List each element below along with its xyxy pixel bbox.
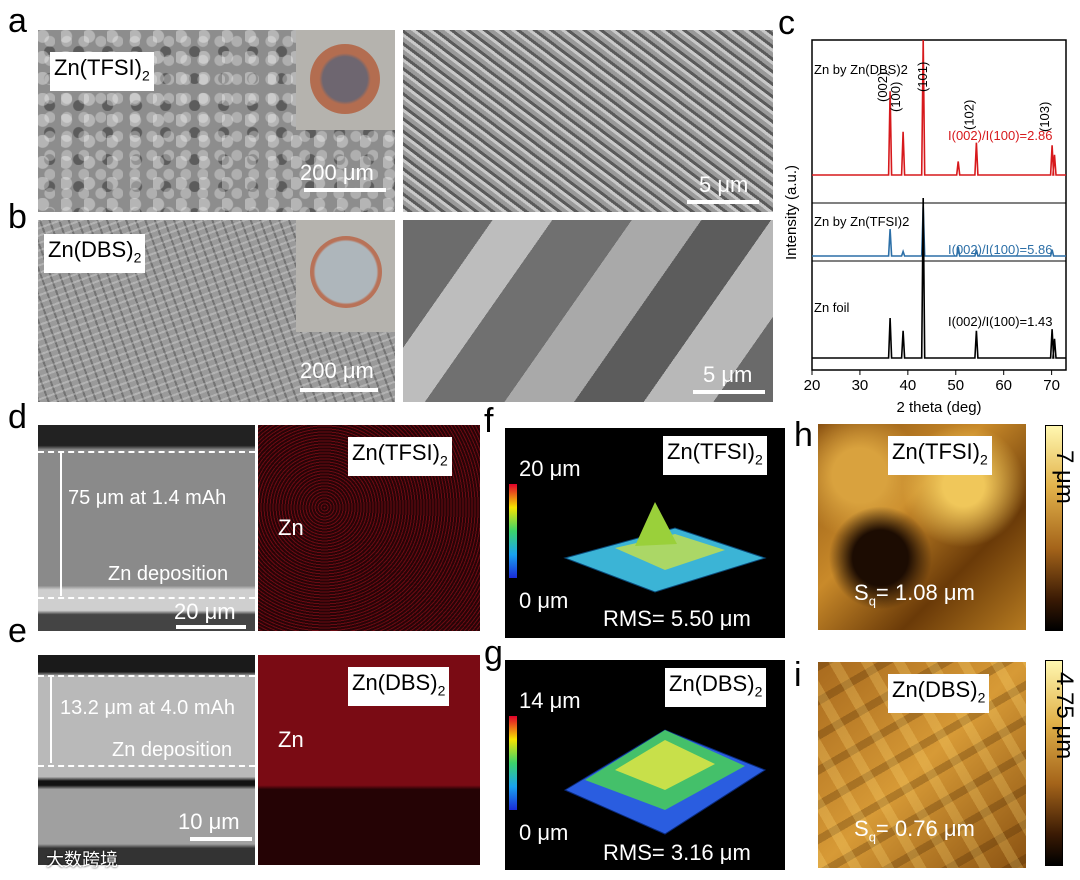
copper-disc-b bbox=[310, 236, 382, 308]
x-tick-label-70: 70 bbox=[1043, 377, 1060, 394]
electrolyte-label-i: Zn(DBS)2 bbox=[888, 674, 990, 714]
deposition-label-d: Zn deposition bbox=[108, 563, 229, 585]
y-axis-label: Intensity (a.u.) bbox=[783, 165, 800, 260]
thickness-arrow-e bbox=[50, 677, 52, 763]
ratio-label-tfsi: I(002)/I(100)=5.86 bbox=[948, 242, 1052, 257]
scale-label-d: 20 μm bbox=[174, 599, 236, 624]
colorbar-h bbox=[1045, 425, 1063, 631]
plot-frame bbox=[811, 39, 1067, 371]
panel-letter-f: f bbox=[484, 402, 494, 440]
deposition-bottom-line-d bbox=[38, 597, 255, 599]
zmax-label-g: 14 μm bbox=[519, 688, 581, 713]
scale-bar-a-low bbox=[304, 188, 386, 192]
zmin-label-g: 0 μm bbox=[519, 820, 569, 845]
colorbar-label-i: 4.75 μm bbox=[1051, 672, 1078, 760]
scale-label-b-low: 200 μm bbox=[300, 358, 374, 383]
x-tick-label-30: 30 bbox=[852, 377, 869, 394]
peak-label-3: (102) bbox=[961, 100, 976, 130]
eds-map-e: Zn(DBS)2 Zn bbox=[258, 655, 480, 865]
thickness-label-e: 13.2 μm at 4.0 mAh bbox=[60, 697, 235, 719]
electrolyte-label-e: Zn(DBS)2 bbox=[348, 667, 450, 707]
panel-letter-b: b bbox=[8, 198, 27, 236]
series-name-foil: Zn foil bbox=[814, 300, 850, 315]
peak-label-4: (103) bbox=[1037, 102, 1052, 132]
thickness-arrow-d bbox=[60, 453, 62, 596]
colorbar-i bbox=[1045, 660, 1063, 866]
sem-image-a-low-mag: Zn(TFSI)2 200 μm bbox=[38, 30, 395, 212]
cross-section-image-e: 13.2 μm at 4.0 mAh Zn deposition 10 μm bbox=[38, 655, 255, 865]
electrolyte-label-g: Zn(DBS)2 bbox=[665, 668, 767, 708]
electrolyte-label-b: Zn(DBS)2 bbox=[44, 234, 146, 274]
afm-image-h: Zn(TFSI)2 Sq= 1.08 μm bbox=[818, 424, 1026, 630]
x-tick-label-20: 20 bbox=[804, 377, 821, 394]
panel-letter-d: d bbox=[8, 398, 27, 436]
x-tick-label-60: 60 bbox=[995, 377, 1012, 394]
scale-bar-e bbox=[190, 837, 252, 841]
ratio-label-dbs: I(002)/I(100)=2.86 bbox=[948, 128, 1052, 143]
x-tick-label-50: 50 bbox=[947, 377, 964, 394]
panel-letter-a: a bbox=[8, 2, 27, 40]
xrd-trace-2 bbox=[812, 197, 1066, 359]
scale-bar-a-high bbox=[687, 200, 759, 204]
series-name-dbs: Zn by Zn(DBS)2 bbox=[814, 62, 908, 77]
scale-label-e: 10 μm bbox=[178, 809, 240, 834]
deposition-top-line-d bbox=[38, 451, 255, 453]
deposition-bottom-line-e bbox=[38, 765, 255, 767]
deposition-label-e: Zn deposition bbox=[112, 739, 233, 761]
scale-label-a-high: 5 μm bbox=[699, 172, 749, 197]
3d-profile-g: Zn(DBS)2 14 μm 0 μm RMS= 3.16 μm bbox=[505, 660, 785, 870]
x-tick-label-40: 40 bbox=[900, 377, 917, 394]
ratio-label-foil: I(002)/I(100)=1.43 bbox=[948, 314, 1052, 329]
rms-label-f: RMS= 5.50 μm bbox=[603, 606, 751, 631]
deposition-top-line-e bbox=[38, 675, 255, 677]
photo-inset-b bbox=[296, 220, 395, 332]
xrd-trace-1 bbox=[812, 206, 1066, 257]
thickness-label-d: 75 μm at 1.4 mAh bbox=[68, 487, 227, 509]
sem-image-a-high-mag: 5 μm bbox=[403, 30, 773, 212]
scale-label-b-high: 5 μm bbox=[703, 362, 753, 387]
electrolyte-label-f: Zn(TFSI)2 bbox=[663, 436, 767, 476]
sem-image-b-high-mag: 5 μm bbox=[403, 220, 773, 402]
height-colorbar-g bbox=[509, 716, 517, 810]
scale-bar-b-high bbox=[693, 390, 765, 394]
xrd-chart: 20 30 40 50 60 70 2 theta (deg) Intensity (a.… bbox=[783, 39, 1067, 416]
element-label-e: Zn bbox=[278, 727, 304, 752]
panel-letter-h: h bbox=[794, 416, 813, 454]
scale-bar-b-low bbox=[300, 388, 378, 392]
element-label-d: Zn bbox=[278, 515, 304, 540]
watermark: 大数跨境 bbox=[46, 850, 118, 870]
electrolyte-label-d: Zn(TFSI)2 bbox=[348, 437, 452, 477]
surface-plot-g bbox=[563, 729, 767, 835]
eds-map-d: Zn(TFSI)2 Zn bbox=[258, 425, 480, 631]
xrd-trace-0 bbox=[812, 39, 1066, 176]
panel-letter-e: e bbox=[8, 612, 27, 650]
cross-section-image-d: 75 μm at 1.4 mAh Zn deposition 20 μm bbox=[38, 425, 255, 631]
zmax-label-f: 20 μm bbox=[519, 456, 581, 481]
copper-disc-a bbox=[310, 44, 380, 114]
peak-label-1: (100) bbox=[888, 82, 903, 112]
electrolyte-label-h: Zn(TFSI)2 bbox=[888, 436, 992, 476]
series-name-tfsi: Zn by Zn(TFSI)2 bbox=[814, 214, 909, 229]
zmin-label-f: 0 μm bbox=[519, 588, 569, 613]
peak-label-0: (002) bbox=[875, 72, 890, 102]
height-colorbar-f bbox=[509, 484, 517, 578]
sem-image-b-low-mag: Zn(DBS)2 200 μm bbox=[38, 220, 395, 402]
panel-letter-g: g bbox=[484, 634, 503, 672]
surface-plot-f bbox=[563, 502, 767, 593]
sq-label-i: Sq= 0.76 μm bbox=[854, 816, 975, 845]
afm-image-i: Zn(DBS)2 Sq= 0.76 μm bbox=[818, 662, 1026, 868]
rms-label-g: RMS= 3.16 μm bbox=[603, 840, 751, 865]
3d-profile-f: Zn(TFSI)2 20 μm 0 μm RMS= 5.50 μm bbox=[505, 428, 785, 638]
photo-inset-a bbox=[296, 30, 395, 130]
sq-label-h: Sq= 1.08 μm bbox=[854, 580, 975, 609]
peak-label-2: (101) bbox=[915, 62, 930, 92]
scale-label-a-low: 200 μm bbox=[300, 160, 374, 185]
panel-letter-c: c bbox=[778, 4, 795, 42]
electrolyte-label-a: Zn(TFSI)2 bbox=[50, 52, 154, 92]
panel-letter-i: i bbox=[794, 656, 802, 694]
x-axis-label: 2 theta (deg) bbox=[896, 399, 981, 416]
scale-bar-d bbox=[176, 625, 246, 629]
colorbar-label-h: 7 μm bbox=[1051, 450, 1078, 504]
